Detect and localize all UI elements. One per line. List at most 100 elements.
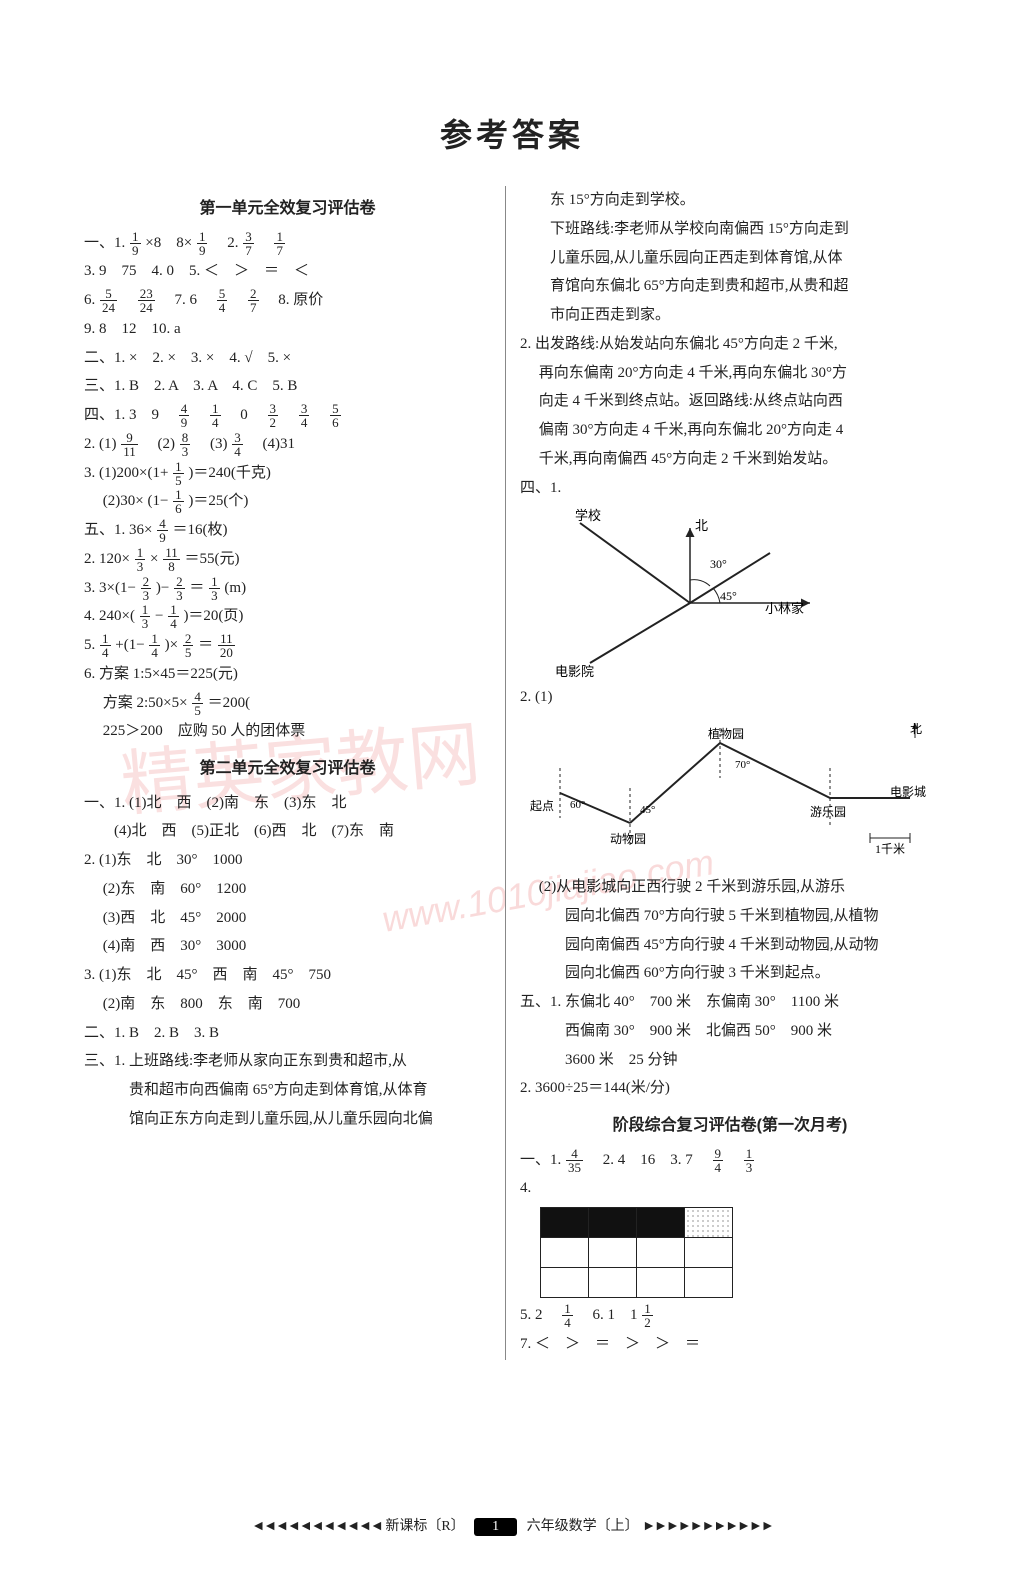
fraction: 14 xyxy=(168,603,179,630)
footer-text-left: 新课标〔R〕 xyxy=(385,1519,464,1534)
answer-line: 偏南 30°方向走 4 千米,再向东偏北 20°方向走 4 xyxy=(520,417,940,445)
fraction: 83 xyxy=(180,431,191,458)
answer-line: 2. (1) 911 (2) 83 (3) 34 (4)31 xyxy=(84,431,491,459)
fraction: 34 xyxy=(232,431,243,458)
text: (3) xyxy=(195,436,228,452)
answer-line: 一、1. 19 ×8 8× 19 2. 37 17 xyxy=(84,230,491,258)
label-north: 北 xyxy=(695,518,708,533)
text: 6. xyxy=(84,292,95,308)
label-start: 起点 xyxy=(530,799,554,813)
answer-line: 育馆向东偏北 65°方向走到贵和超市,从贵和超 xyxy=(520,273,940,301)
fraction: 34 xyxy=(299,402,310,429)
label-60: 60° xyxy=(570,799,585,811)
answer-line: 再向东偏南 20°方向走 4 千米,再向东偏北 30°方 xyxy=(520,360,940,388)
text: 一、1. xyxy=(84,235,125,251)
answer-line: 2. 出发路线:从始发站向东偏北 45°方向走 2 千米, xyxy=(520,331,940,359)
label-park: 游乐园 xyxy=(810,805,846,819)
text: ＝ xyxy=(189,580,204,596)
fraction: 16 xyxy=(173,488,184,515)
fraction: 23 xyxy=(174,575,185,602)
text: 6. 1 1 xyxy=(578,1307,638,1323)
fraction: 14 xyxy=(100,632,111,659)
compass-diagram-svg: 学校 北 30° 45° 小林家 电影院 xyxy=(520,508,820,678)
footer-left-arrows: ◄◄◄◄◄◄◄◄◄◄◄ xyxy=(251,1519,381,1534)
text: 五、1. 36× xyxy=(84,522,152,538)
page-title: 参考答案 xyxy=(0,110,1024,156)
fraction: 1120 xyxy=(218,632,235,659)
answer-line: 4. xyxy=(520,1175,940,1203)
answer-line: 3. (1)200×(1+ 15 )＝240(千克) xyxy=(84,460,491,488)
answer-line: 四、1. xyxy=(520,475,940,503)
fraction: 25 xyxy=(183,632,194,659)
answer-line: 五、1. 东偏北 40° 700 米 东偏南 30° 1100 米 xyxy=(520,989,940,1017)
answer-line: 二、1. × 2. × 3. × 4. √ 5. × xyxy=(84,345,491,373)
text: ×8 8× xyxy=(145,235,192,251)
text: ＝ xyxy=(198,637,213,653)
fraction: 94 xyxy=(713,1147,724,1174)
fraction: 14 xyxy=(562,1302,573,1329)
answer-line: (2)30× (1− 16 )＝25(个) xyxy=(84,488,491,516)
label-north2: 北 xyxy=(910,722,922,736)
fraction: 911 xyxy=(121,431,138,458)
answer-line: (2)南 东 800 东 南 700 xyxy=(84,991,491,1019)
fraction: 13 xyxy=(135,546,146,573)
fraction: 14 xyxy=(149,632,160,659)
fraction: 15 xyxy=(173,460,184,487)
label-45b: 45° xyxy=(640,804,655,816)
label-garden: 植物园 xyxy=(708,726,744,741)
text: × xyxy=(150,551,158,567)
fraction: 524 xyxy=(100,287,117,314)
answer-line: 7. ＜ ＞ ＝ ＞ ＞ ＝ xyxy=(520,1331,940,1359)
answer-line: 2. (1)东 北 30° 1000 xyxy=(84,847,491,875)
fraction: 54 xyxy=(217,287,228,314)
label-30: 30° xyxy=(710,557,727,571)
content-columns: 第一单元全效复习评估卷 一、1. 19 ×8 8× 19 2. 37 17 3.… xyxy=(0,186,1024,1360)
answer-line: 方案 2:50×5× 45 ＝200( xyxy=(84,690,491,718)
fraction: 37 xyxy=(243,230,254,257)
fraction: 435 xyxy=(566,1147,583,1174)
answer-line: 一、1. 435 2. 4 16 3. 7 94 13 xyxy=(520,1147,940,1175)
fraction: 12 xyxy=(642,1302,653,1329)
text: ＝55(元) xyxy=(184,551,239,567)
answer-line: 2. (1) xyxy=(520,684,940,712)
label-70: 70° xyxy=(735,759,750,771)
page-number-badge: 1 xyxy=(474,1518,517,1536)
section1-title: 第一单元全效复习评估卷 xyxy=(84,194,491,224)
text: )＝20(页) xyxy=(183,608,243,624)
text: 5. xyxy=(84,637,99,653)
fraction: 23 xyxy=(141,575,152,602)
answer-line: 6. 方案 1:5×45＝225(元) xyxy=(84,661,491,689)
answer-line: 二、1. B 2. B 3. B xyxy=(84,1020,491,1048)
answer-line: 2. 3600÷25＝144(米/分) xyxy=(520,1075,940,1103)
text: )− xyxy=(156,580,169,596)
right-column: 东 15°方向走到学校。 下班路线:李老师从学校向南偏西 15°方向走到 儿童乐… xyxy=(506,186,954,1360)
answer-line: 馆向正东方向走到儿童乐园,从儿童乐园向北偏 xyxy=(84,1106,491,1134)
fraction: 13 xyxy=(209,575,220,602)
fraction: 14 xyxy=(210,402,221,429)
answer-line: (4)北 西 (5)正北 (6)西 北 (7)东 南 xyxy=(84,818,491,846)
answer-line: 向走 4 千米到终点站。返回路线:从终点站向西 xyxy=(520,388,940,416)
answer-line: 园向北偏西 60°方向行驶 3 千米到起点。 xyxy=(520,960,940,988)
answer-line: 下班路线:李老师从学校向南偏西 15°方向走到 xyxy=(520,216,940,244)
diagram-1: 学校 北 30° 45° 小林家 电影院 xyxy=(520,508,940,678)
diagram-2: 植物园 北 70° 60° 45° 起点 动物园 游乐园 电影城 1千米 xyxy=(520,718,940,868)
answer-line: 千米,再向南偏西 45°方向走 2 千米到始发站。 xyxy=(520,446,940,474)
answer-line: (4)南 西 30° 3000 xyxy=(84,933,491,961)
text: 3. (1)200×(1+ xyxy=(84,465,168,481)
fraction: 49 xyxy=(157,517,168,544)
answer-line: 5. 2 14 6. 1 1 12 xyxy=(520,1302,940,1330)
answer-line: 贵和超市向西偏南 65°方向走到体育馆,从体育 xyxy=(84,1077,491,1105)
text: 一、1. xyxy=(520,1152,561,1168)
fraction: 13 xyxy=(744,1147,755,1174)
answer-line: (2)东 南 60° 1200 xyxy=(84,876,491,904)
text: )＝25(个) xyxy=(188,493,248,509)
text: ＝200( xyxy=(208,695,251,711)
answer-line: 市向正西走到家。 xyxy=(520,302,940,330)
fraction: 2324 xyxy=(138,287,155,314)
page-footer: ◄◄◄◄◄◄◄◄◄◄◄ 新课标〔R〕 1 六年级数学〔上〕 ►►►►►►►►►►… xyxy=(0,1515,1024,1536)
text: ＝16(枚) xyxy=(172,522,227,538)
text: +(1− xyxy=(115,637,144,653)
answer-line: 五、1. 36× 49 ＝16(枚) xyxy=(84,517,491,545)
answer-line: 3. 3×(1− 23 )− 23 ＝ 13 (m) xyxy=(84,575,491,603)
text: 2. (1) xyxy=(84,436,117,452)
